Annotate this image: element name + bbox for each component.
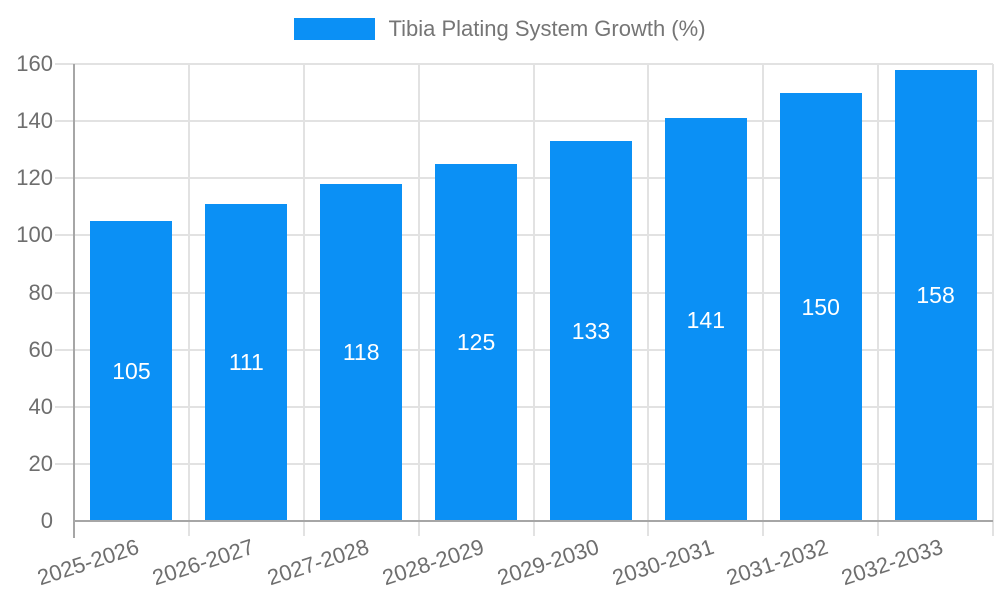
x-tick-label: 2028-2029 [378,534,487,591]
legend-swatch [294,18,376,40]
x-tick-label: 2031-2032 [723,534,832,591]
bar [779,92,862,521]
gridline-v [992,64,994,536]
gridline-v [877,64,880,536]
bar [205,203,288,521]
x-tick-label: 2026-2027 [149,534,258,591]
x-tick-label: 2029-2030 [493,534,602,591]
gridline-h [55,234,993,237]
x-tick-label: 2027-2028 [264,534,372,591]
bar-value-label: 125 [456,329,496,356]
gridline-v [532,64,535,536]
y-tick-label: 160 [16,51,53,76]
y-tick-label: 100 [16,222,53,248]
gridline-h [55,177,993,180]
bar-value-label: 133 [571,318,611,345]
gridline-h [55,63,993,65]
gridline-h [55,291,993,294]
bar [320,183,403,521]
x-axis-line [74,520,993,522]
bar-value-label: 158 [916,282,955,309]
bar-value-label: 141 [686,306,725,333]
bar [549,141,632,521]
gridline-h [55,348,993,351]
bar [435,163,518,521]
y-tick-label: 120 [16,165,53,191]
bar-value-label: 111 [228,349,264,376]
bar-value-label: 150 [801,293,840,320]
legend: Tibia Plating System Growth (%) [0,16,1000,42]
y-axis-line [73,64,75,538]
y-tick-label: 80 [28,279,53,305]
x-tick-label: 2032-2033 [838,534,947,591]
y-tick-label: 0 [40,508,53,533]
bar-value-label: 105 [112,358,151,385]
gridline-h [55,405,993,408]
gridline-h [55,462,993,465]
y-tick-label: 60 [28,336,53,362]
gridline-v [647,64,650,536]
y-tick-label: 20 [28,450,53,476]
y-tick-label: 140 [16,108,53,134]
gridline-v [302,64,305,536]
x-tick-label: 2030-2031 [608,534,717,591]
bar-value-label: 118 [342,339,380,366]
bar [894,69,977,521]
gridline-v [762,64,765,536]
y-tick-label: 40 [28,393,53,419]
gridline-v [417,64,420,536]
bar [664,118,747,521]
gridline-h [55,120,993,123]
legend-label: Tibia Plating System Growth (%) [388,16,706,41]
gridline-v [187,64,190,536]
x-tick-label: 2025-2026 [34,534,143,591]
bar [90,221,173,521]
